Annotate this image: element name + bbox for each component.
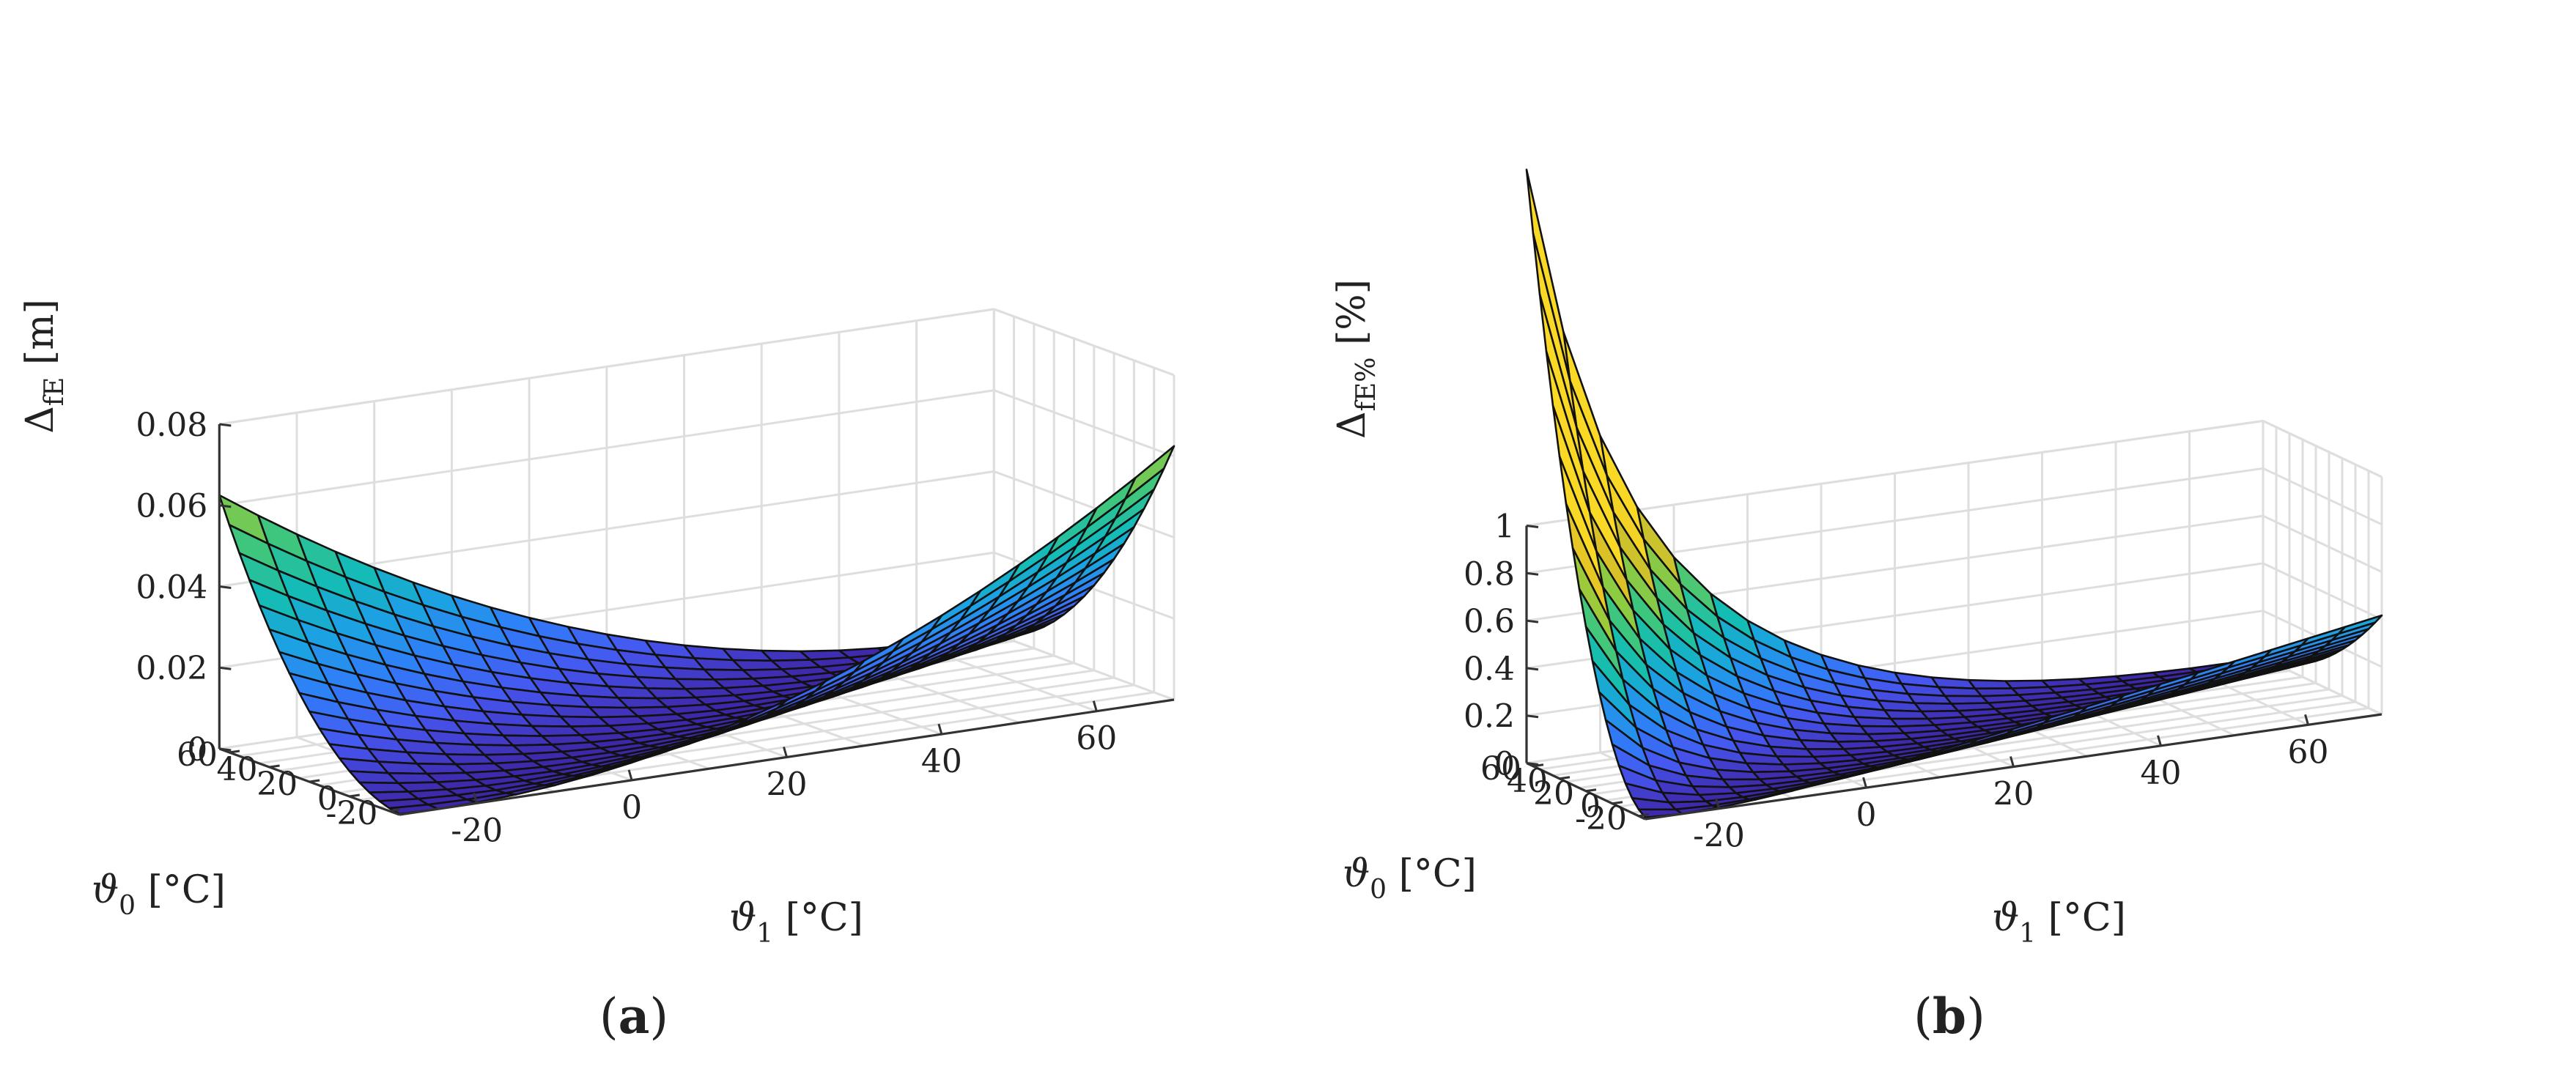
surface-mesh: [218, 445, 1176, 815]
grid-line-z: [2262, 467, 2383, 526]
x-tick-label: 0: [621, 789, 642, 826]
x-tick-label: 40: [921, 743, 962, 780]
x-tick-mark: [1092, 700, 1098, 712]
z-tick-mark: [219, 423, 232, 427]
x-tick-label: 60: [2288, 733, 2329, 771]
y-tick-label: -20: [325, 795, 377, 832]
y-tick-label: 0: [317, 780, 338, 818]
z-tick-label: 1: [1494, 508, 1515, 546]
z-tick-label: 0.2: [1464, 698, 1515, 736]
x-tick-label: 20: [1993, 776, 2034, 813]
z-tick-mark: [219, 747, 232, 752]
x-tick-mark: [473, 792, 479, 804]
grid-line-x: [993, 632, 1175, 701]
panel-label-b: (b): [1913, 988, 1985, 1045]
y-axis-label: ϑ0 [°C]: [1343, 852, 1477, 905]
y-tick-label: -20: [1575, 800, 1627, 837]
grid-top-edge: [2262, 420, 2383, 478]
grid-line-z: [993, 470, 1175, 538]
grid-line-z: [2262, 562, 2383, 621]
y-tick-label: 60: [1480, 750, 1521, 788]
z-tick-label: 0.06: [136, 488, 207, 525]
z-tick-label: 0.6: [1464, 603, 1515, 640]
y-tick-mark: [269, 764, 280, 769]
panel-label-a: (a): [599, 988, 668, 1045]
z-tick-label: 0.4: [1464, 651, 1515, 688]
surface-mesh: [1525, 169, 2383, 819]
z-tick-mark: [1526, 525, 1539, 528]
y-tick-mark: [389, 808, 400, 813]
x-tick-label: 20: [767, 766, 808, 804]
z-tick-label: 0: [187, 731, 207, 769]
z-axis-label: ΔfE [m]: [18, 299, 70, 434]
z-tick-mark: [1526, 762, 1539, 766]
x-tick-label: 60: [1076, 720, 1117, 758]
grid-top-edge: [219, 308, 994, 426]
z-tick-mark: [1526, 714, 1539, 719]
x-tick-mark: [1715, 798, 1720, 810]
z-tick-label: 0.02: [136, 650, 207, 687]
x-tick-mark: [2009, 756, 2015, 767]
x-tick-mark: [1862, 777, 1867, 788]
y-tick-label: 40: [1507, 763, 1548, 800]
z-tick-mark: [1526, 667, 1539, 671]
y-tick-mark: [349, 793, 360, 798]
z-tick-mark: [1526, 619, 1539, 623]
axes: [1525, 525, 2383, 821]
z-tick-label: 0.8: [1464, 555, 1515, 593]
x-tick-mark: [783, 747, 788, 758]
y-tick-label: 20: [257, 766, 298, 803]
grid-line-z: [2262, 514, 2383, 573]
z-tick-mark: [219, 666, 232, 670]
y-tick-mark: [229, 749, 240, 754]
z-tick-label: 0.08: [136, 407, 207, 444]
x-tick-mark: [2157, 735, 2162, 747]
grid-top-edge: [993, 308, 1175, 377]
y-tick-mark: [1638, 813, 1650, 818]
z-tick-mark: [219, 504, 232, 508]
y-tick-label: 0: [1580, 788, 1601, 825]
x-tick-label: -20: [1693, 818, 1745, 855]
x-tick-label: 40: [2141, 755, 2182, 792]
grid-top-edge: [1526, 420, 2264, 527]
y-tick-label: 40: [217, 751, 258, 788]
axes: [218, 423, 1175, 816]
x-tick-label: -20: [451, 812, 503, 849]
y-tick-mark: [1585, 788, 1597, 793]
y-tick-label: 60: [177, 736, 218, 774]
z-tick-mark: [219, 585, 232, 589]
y-axis-label: ϑ0 [°C]: [92, 868, 226, 921]
x-axis-label: ϑ1 [°C]: [729, 896, 863, 949]
z-tick-label: 0.04: [136, 569, 207, 606]
x-tick-mark: [2304, 714, 2309, 725]
y-tick-mark: [1559, 776, 1571, 780]
x-axis-label: ϑ1 [°C]: [1992, 896, 2126, 949]
z-tick-mark: [1526, 571, 1539, 576]
y-tick-label: 20: [1533, 775, 1574, 813]
y-tick-mark: [309, 779, 320, 783]
y-tick-mark: [1612, 801, 1623, 805]
z-axis-label: ΔfE% [%]: [1330, 279, 1381, 439]
x-tick-mark: [937, 723, 943, 735]
x-tick-label: 0: [1856, 796, 1877, 834]
x-tick-mark: [627, 769, 633, 781]
grid-line-z: [993, 389, 1175, 458]
z-tick-label: 0: [1494, 746, 1515, 783]
y-tick-mark: [1532, 763, 1544, 768]
